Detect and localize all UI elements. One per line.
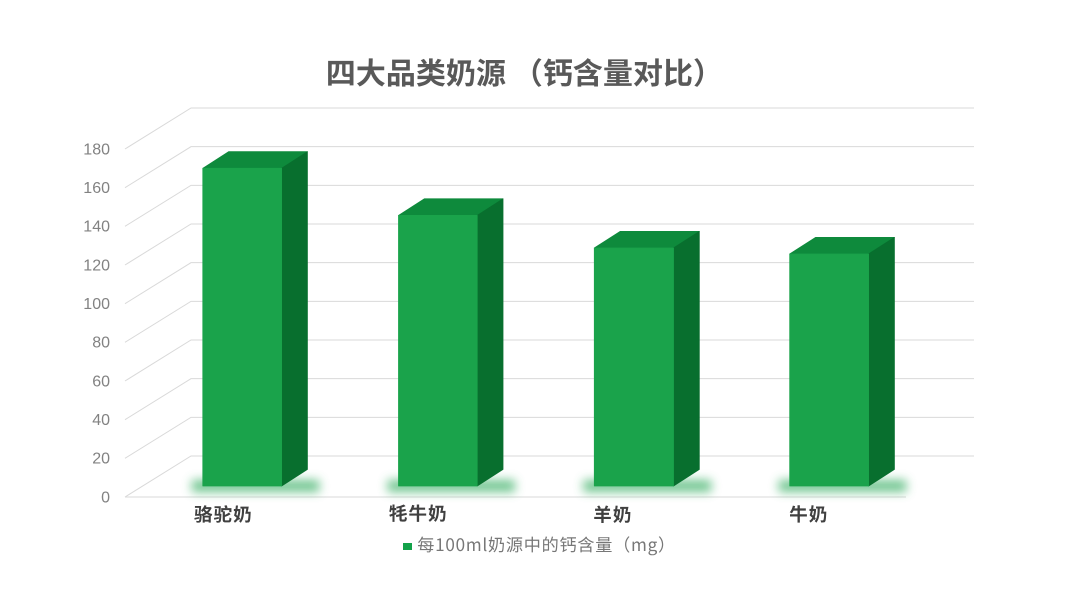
svg-text:180: 180 xyxy=(83,141,110,158)
svg-text:20: 20 xyxy=(92,451,110,468)
svg-text:160: 160 xyxy=(83,180,110,197)
svg-text:120: 120 xyxy=(83,257,110,274)
svg-text:60: 60 xyxy=(92,373,110,390)
svg-text:100: 100 xyxy=(83,296,110,313)
svg-text:140: 140 xyxy=(83,219,110,236)
svg-text:80: 80 xyxy=(92,335,110,352)
svg-text:0: 0 xyxy=(101,489,110,506)
svg-text:40: 40 xyxy=(92,412,110,429)
